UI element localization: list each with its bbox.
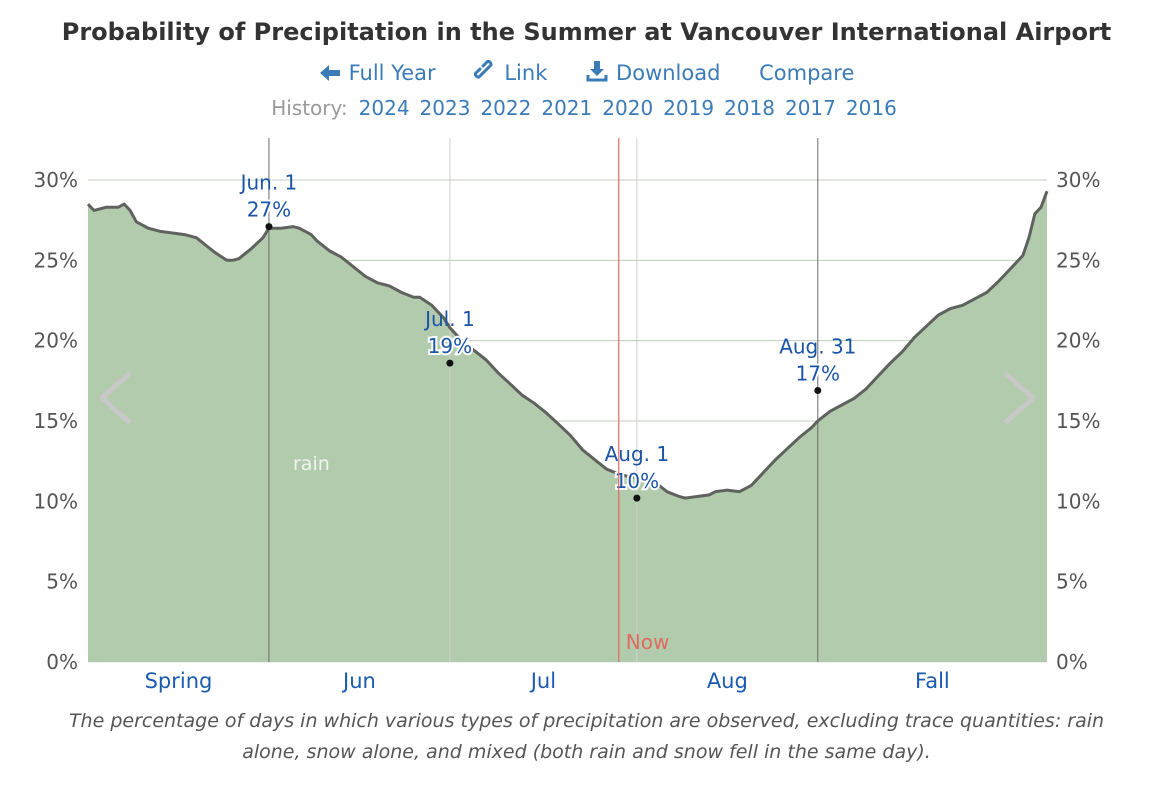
arrow-left-icon [319,65,340,81]
full-year-link[interactable]: Full Year [319,61,443,85]
season-label-0: Spring [145,669,213,693]
download-link[interactable]: Download [586,61,727,85]
season-label-4: Fall [915,669,950,693]
chart-caption: The percentage of days in which various … [68,710,1105,763]
link-label: Link [504,61,548,85]
history-year-2019[interactable]: 2019 [663,96,715,120]
chevron-left-icon [99,371,132,425]
history-year-2021[interactable]: 2021 [541,96,593,120]
history-years: 2024 2023 2022 2021 2020 2019 2018 2017 2016 [354,96,902,120]
y-tick-right-4: 20% [1056,329,1100,353]
season-label-1: Jun [341,669,376,693]
annotation-value-2: 10% [615,469,659,493]
compare-link[interactable]: Compare [759,61,854,85]
annotation-value-1: 19% [428,334,472,358]
y-tick-left-3: 15% [34,409,78,433]
y-tick-right-5: 25% [1056,248,1100,272]
y-tick-right-1: 5% [1056,570,1088,594]
history-year-2022[interactable]: 2022 [480,96,532,120]
annotation-date-1: Jul. 1 [423,307,475,331]
rain-area [88,191,1047,662]
rain-line [86,190,1049,500]
history-label: History: [271,96,348,120]
full-year-label: Full Year [348,61,436,85]
y-tick-left-6: 30% [34,168,78,192]
tick-labels: 0% 0% 5% 5% 10% 10% 15% 15% 20% 20% 25% 25% 30% 30% [34,168,1101,674]
y-tick-left-0: 0% [46,650,78,674]
prev-arrow[interactable] [99,371,132,425]
y-tick-right-2: 10% [1056,489,1100,513]
history-year-2018[interactable]: 2018 [724,96,775,120]
season-label-2: Jul [529,669,556,693]
y-tick-right-6: 30% [1056,168,1100,192]
link-link[interactable]: Link [474,60,554,85]
history-year-2024[interactable]: 2024 [358,96,410,120]
next-arrow[interactable] [1003,371,1036,425]
history-year-2017[interactable]: 2017 [784,96,836,120]
series-label-rain: rain [293,453,330,475]
now-marker: Now [618,138,670,662]
annotation-dot-2 [633,494,641,502]
history-year-2023[interactable]: 2023 [419,96,471,120]
y-tick-left-2: 10% [34,489,78,513]
history-year-2020[interactable]: 2020 [602,96,654,120]
chart-title: Probability of Precipitation in the Summ… [61,18,1112,46]
annotation-value-0: 27% [247,198,291,222]
annotation-dot-3 [814,386,822,394]
chain-link-icon [474,60,493,79]
annotation-date-2: Aug. 1 [605,442,670,466]
annotation-date-3: Aug. 31 [779,334,856,358]
history-year-2016[interactable]: 2016 [845,96,897,120]
download-icon [586,61,608,82]
y-tick-right-3: 15% [1056,409,1100,433]
season-labels: Spring Jun Jul Aug Fall [145,669,950,693]
precipitation-chart: 0% 0% 5% 5% 10% 10% 15% 15% 20% 20% 25% 25% 30% 30% S… [34,138,1101,693]
download-label: Download [616,61,721,85]
compare-label: Compare [759,61,855,85]
y-tick-left-4: 20% [34,329,78,353]
annotation-value-3: 17% [796,361,840,385]
annotation-date-0: Jun. 1 [239,171,298,195]
history-row: History: 2024 2023 2022 2021 2020 2019 2018 2017… [0,96,1173,120]
chevron-right-icon [1003,371,1036,425]
y-tick-left-1: 5% [46,570,78,594]
y-tick-right-0: 0% [1056,650,1088,674]
season-label-3: Aug [707,669,748,693]
annotation-dot-0 [265,223,273,231]
nav-links: Full Year Link Download Compare [0,60,1173,85]
y-tick-left-5: 25% [34,248,78,272]
annotation-dot-1 [446,359,454,367]
now-label: Now [626,630,670,654]
annotations: Jun. 1 27% Jul. 1 19% Aug. 1 10% Aug. 31 17% [239,171,856,502]
